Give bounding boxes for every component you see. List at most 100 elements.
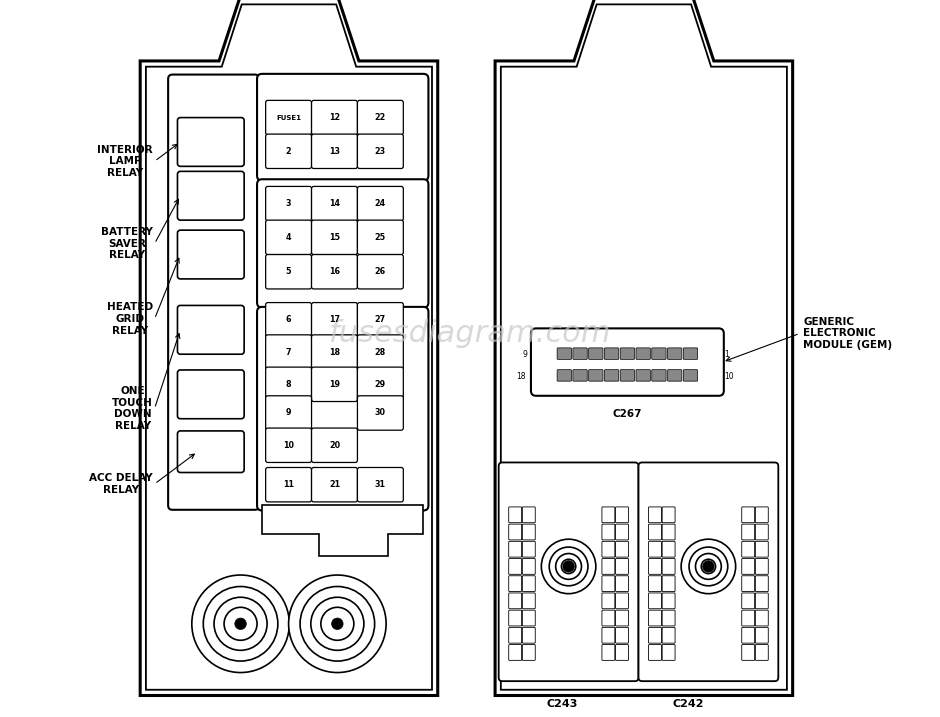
FancyBboxPatch shape [509,627,522,643]
FancyBboxPatch shape [756,576,768,592]
FancyBboxPatch shape [266,396,311,430]
FancyBboxPatch shape [616,541,629,557]
FancyBboxPatch shape [531,328,724,396]
FancyBboxPatch shape [616,610,629,626]
FancyBboxPatch shape [311,367,357,402]
Text: 12: 12 [329,113,340,122]
FancyBboxPatch shape [357,367,403,402]
FancyBboxPatch shape [266,428,311,462]
FancyBboxPatch shape [651,370,666,381]
Circle shape [289,575,386,673]
FancyBboxPatch shape [523,541,535,557]
FancyBboxPatch shape [636,370,650,381]
FancyBboxPatch shape [636,348,650,359]
FancyBboxPatch shape [649,541,662,557]
FancyBboxPatch shape [602,559,615,574]
FancyBboxPatch shape [523,593,535,609]
FancyBboxPatch shape [266,467,311,502]
Text: C267: C267 [613,409,643,419]
FancyBboxPatch shape [602,507,615,523]
Circle shape [689,547,728,586]
FancyBboxPatch shape [649,645,662,660]
FancyBboxPatch shape [357,255,403,289]
Text: ONE
TOUCH
DOWN
RELAY: ONE TOUCH DOWN RELAY [112,386,153,431]
FancyBboxPatch shape [602,627,615,643]
FancyBboxPatch shape [509,593,522,609]
FancyBboxPatch shape [311,134,357,168]
FancyBboxPatch shape [357,303,403,337]
Text: 11: 11 [283,480,294,489]
FancyBboxPatch shape [756,593,768,609]
Text: 26: 26 [375,267,386,276]
FancyBboxPatch shape [266,220,311,255]
FancyBboxPatch shape [683,348,697,359]
FancyBboxPatch shape [742,541,755,557]
Text: 22: 22 [375,113,386,122]
FancyBboxPatch shape [588,348,603,359]
FancyBboxPatch shape [602,541,615,557]
FancyBboxPatch shape [662,559,675,574]
FancyBboxPatch shape [667,348,682,359]
FancyBboxPatch shape [509,524,522,540]
FancyBboxPatch shape [662,593,675,609]
Text: 4: 4 [286,233,291,242]
Polygon shape [146,4,432,690]
FancyBboxPatch shape [616,627,629,643]
FancyBboxPatch shape [602,610,615,626]
FancyBboxPatch shape [604,348,619,359]
Text: 30: 30 [375,409,386,417]
FancyBboxPatch shape [509,576,522,592]
FancyBboxPatch shape [257,179,429,308]
FancyBboxPatch shape [638,462,778,681]
Text: 14: 14 [329,199,340,208]
FancyBboxPatch shape [257,74,429,181]
FancyBboxPatch shape [178,305,244,354]
Text: 18: 18 [329,348,340,356]
FancyBboxPatch shape [523,610,535,626]
FancyBboxPatch shape [178,118,244,166]
FancyBboxPatch shape [649,524,662,540]
FancyBboxPatch shape [509,645,522,660]
FancyBboxPatch shape [662,524,675,540]
FancyBboxPatch shape [649,507,662,523]
Polygon shape [495,0,792,695]
Text: 6: 6 [286,315,291,324]
FancyBboxPatch shape [557,348,572,359]
FancyBboxPatch shape [662,627,675,643]
FancyBboxPatch shape [742,524,755,540]
Circle shape [561,559,576,574]
FancyBboxPatch shape [168,75,259,510]
FancyBboxPatch shape [266,100,311,135]
FancyBboxPatch shape [311,220,357,255]
Text: 29: 29 [375,380,386,389]
FancyBboxPatch shape [616,645,629,660]
FancyBboxPatch shape [523,645,535,660]
FancyBboxPatch shape [616,576,629,592]
Text: 10: 10 [283,441,294,450]
FancyBboxPatch shape [311,335,357,369]
Text: 2: 2 [286,147,291,156]
FancyBboxPatch shape [742,576,755,592]
FancyBboxPatch shape [602,576,615,592]
Text: INTERIOR
LAMP
RELAY: INTERIOR LAMP RELAY [98,145,153,178]
FancyBboxPatch shape [616,507,629,523]
Text: 8: 8 [286,380,291,389]
FancyBboxPatch shape [266,303,311,337]
Circle shape [563,561,574,572]
FancyBboxPatch shape [602,593,615,609]
FancyBboxPatch shape [257,307,429,511]
Text: 7: 7 [286,348,291,356]
Text: 18: 18 [516,372,525,381]
Text: 13: 13 [329,147,340,156]
FancyBboxPatch shape [357,100,403,135]
FancyBboxPatch shape [662,576,675,592]
FancyBboxPatch shape [756,524,768,540]
Circle shape [541,539,596,594]
Text: fusesdiagram.com: fusesdiagram.com [329,319,611,348]
FancyBboxPatch shape [649,576,662,592]
FancyBboxPatch shape [509,507,522,523]
FancyBboxPatch shape [649,559,662,574]
FancyBboxPatch shape [509,541,522,557]
FancyBboxPatch shape [357,396,403,430]
FancyBboxPatch shape [662,541,675,557]
